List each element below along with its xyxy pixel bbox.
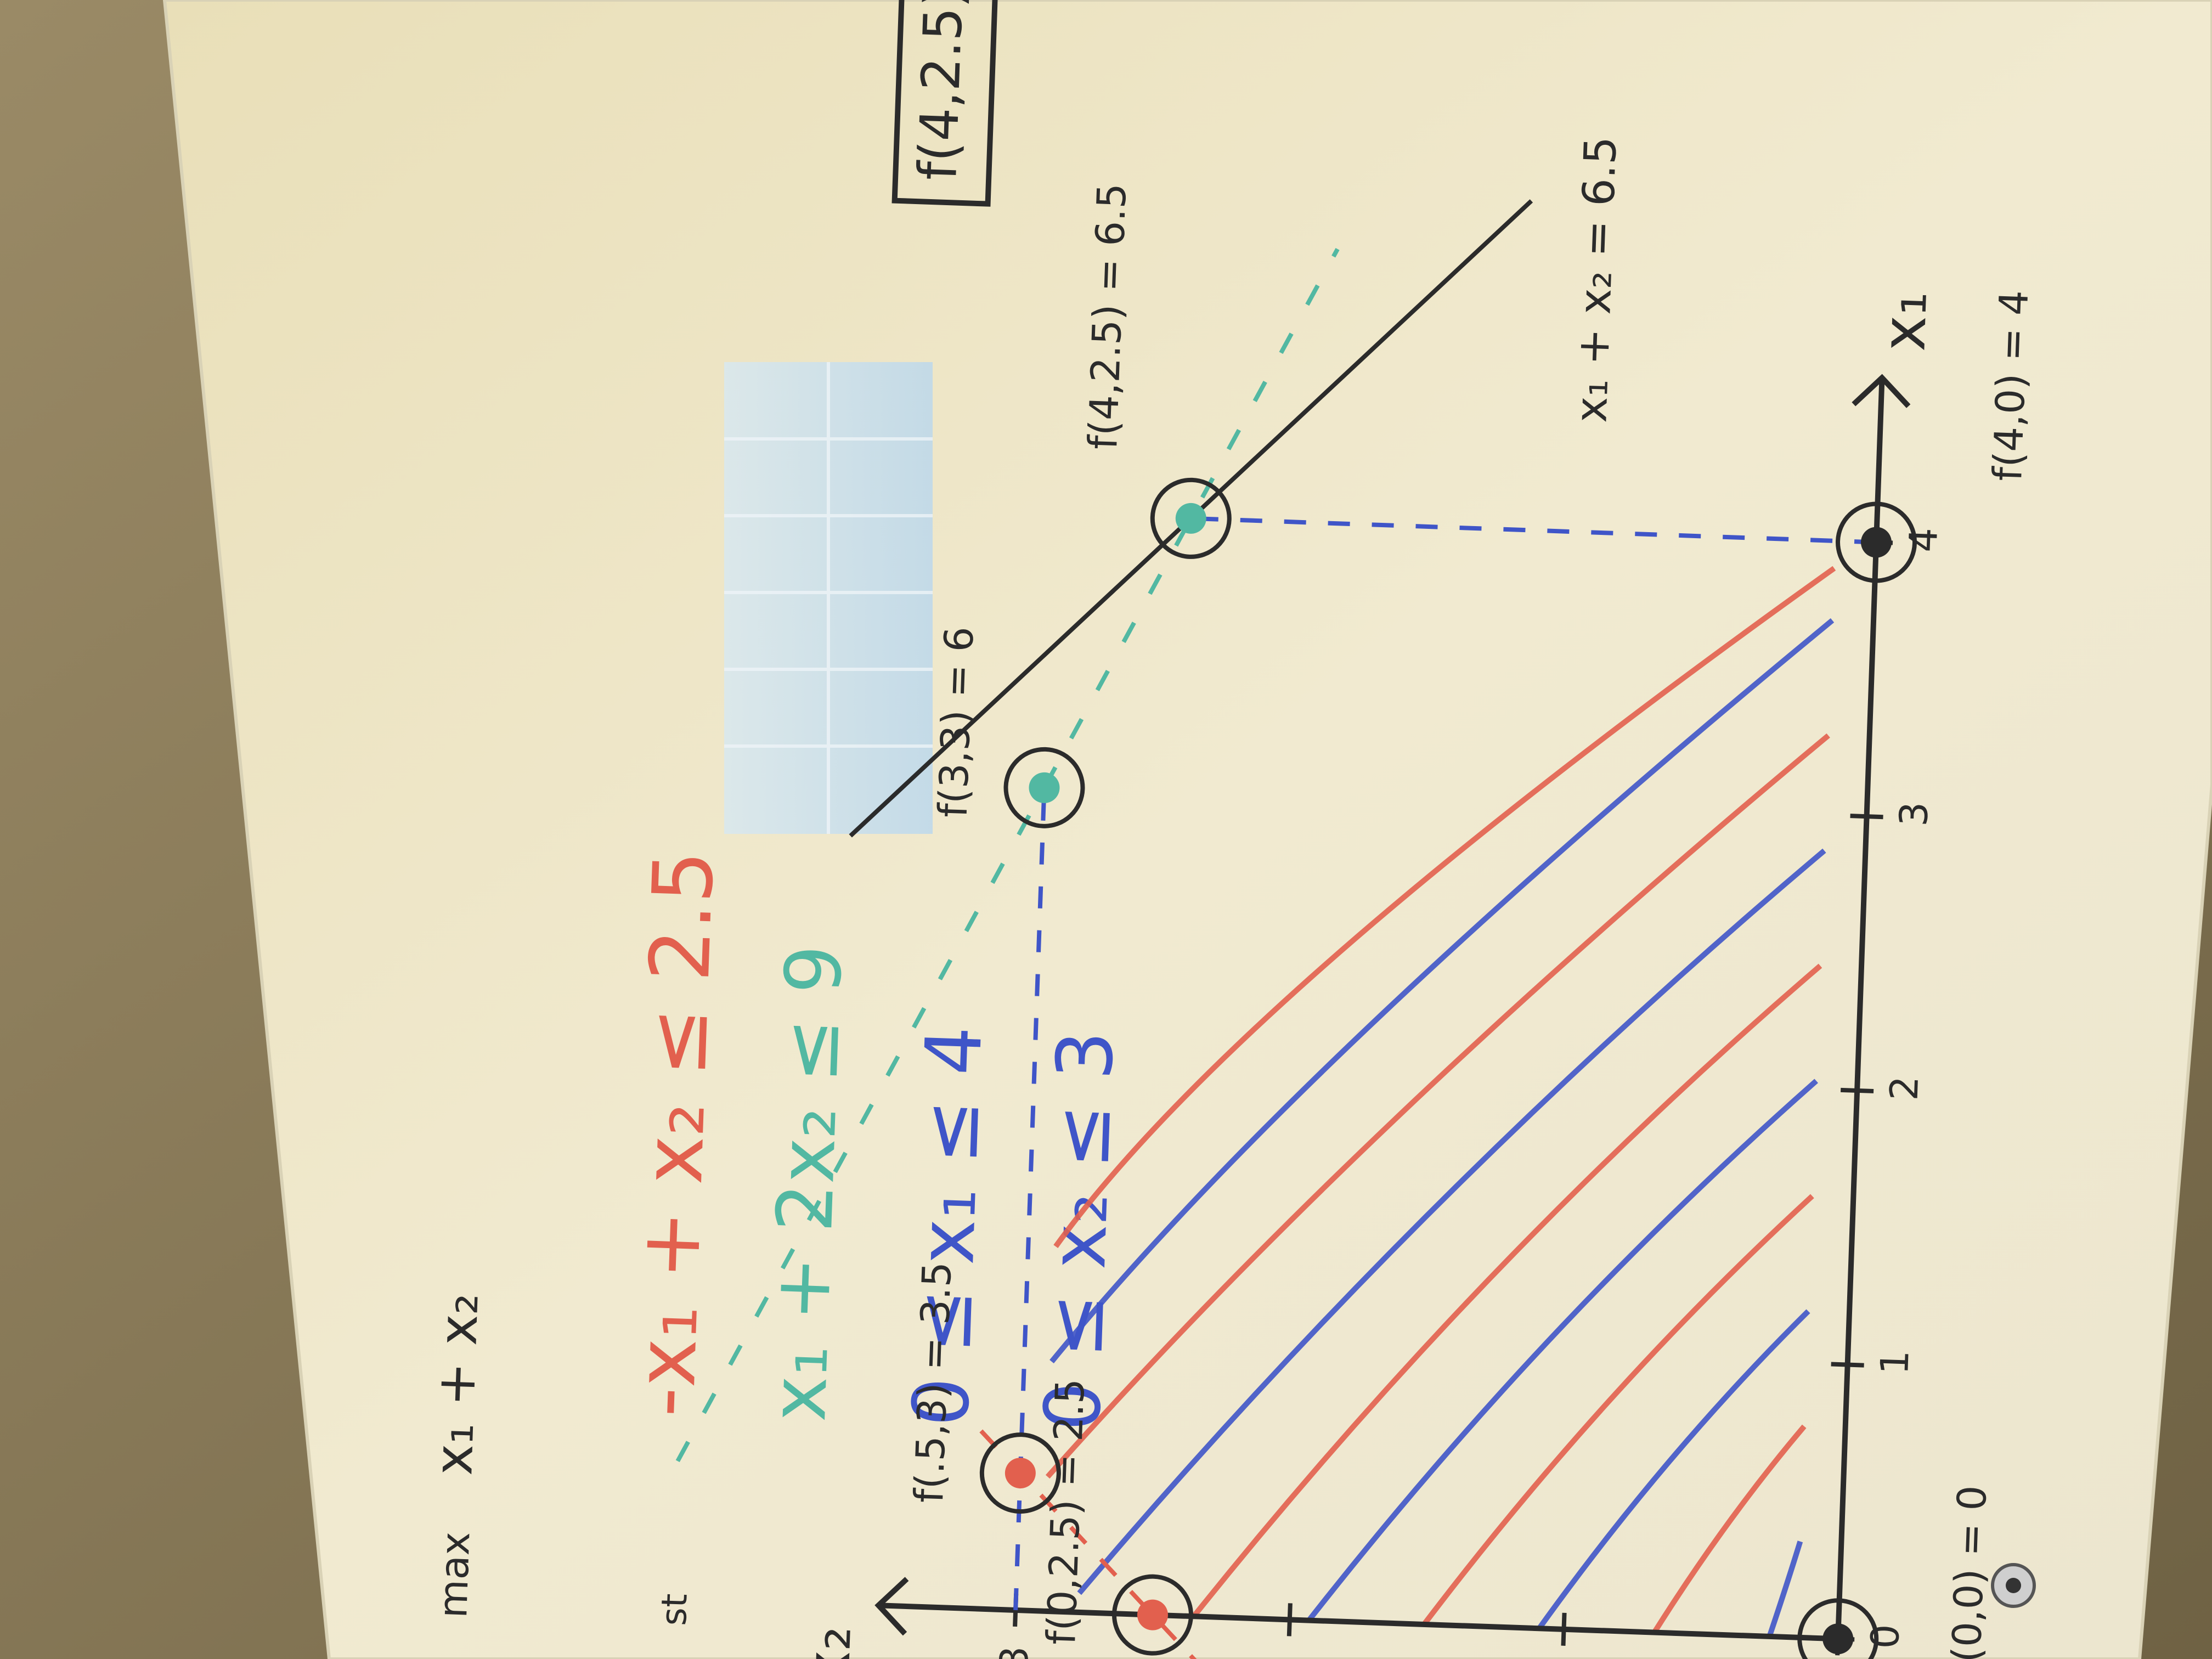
x-tick-label: 0 bbox=[1863, 1623, 1909, 1649]
point-ring bbox=[1111, 1574, 1193, 1656]
x-tick bbox=[1831, 1362, 1864, 1368]
x-tick-label: 1 bbox=[1872, 1350, 1918, 1375]
hatch-line bbox=[1767, 1541, 1803, 1638]
optimum-label: f(4,2.5) = 6.5 bbox=[907, 0, 981, 181]
x-tick bbox=[1841, 1087, 1874, 1093]
hatch-line bbox=[1077, 848, 1826, 1595]
point-label: f(4,2.5) = 6.5 bbox=[1080, 183, 1135, 450]
y-tick-label: 2 bbox=[1266, 1655, 1312, 1659]
point-dot bbox=[1029, 772, 1060, 803]
y-tick bbox=[1286, 1603, 1293, 1637]
constraint-1-line bbox=[966, 1414, 1207, 1659]
hatch-line bbox=[1652, 1424, 1807, 1634]
point-dot bbox=[1175, 503, 1206, 534]
x-tick-label: 4 bbox=[1900, 527, 1946, 553]
hatch-line bbox=[1537, 1309, 1810, 1630]
constraint-2-line bbox=[675, 247, 1340, 1463]
point-dot bbox=[1822, 1623, 1854, 1655]
point-dot bbox=[1005, 1458, 1036, 1489]
y-axis-arrow-icon bbox=[874, 1577, 909, 1636]
point-ring bbox=[1150, 477, 1232, 559]
window-reflection bbox=[724, 362, 933, 834]
whiteboard bbox=[162, 0, 2212, 1659]
point-ring bbox=[979, 1432, 1061, 1514]
board-writing: max x₁ + x₂ st -x₁ + x₂ ≤ 2.5 x₁ + 2x₂ ≤… bbox=[422, 0, 2037, 1659]
point-ring bbox=[1836, 501, 1917, 583]
point-ring bbox=[1797, 1598, 1879, 1659]
x-tick-label: 2 bbox=[1882, 1075, 1928, 1101]
hatch-line bbox=[1421, 1194, 1814, 1626]
constraint-2: x₁ + 2x₂ ≤ 9 bbox=[754, 944, 860, 1423]
constraint-4: 0 ≤ x₂ ≤ 3 bbox=[1028, 1029, 1131, 1432]
point-dot bbox=[1861, 527, 1892, 558]
objective-sense: max bbox=[430, 1531, 478, 1619]
hatch-line bbox=[1053, 566, 1836, 1249]
constraint-3: 0 ≤ x₁ ≤ 4 bbox=[896, 1025, 1000, 1428]
x-axis bbox=[1835, 377, 1885, 1639]
optimum-box bbox=[891, 0, 1007, 207]
point-label: f(4,0) = 4 bbox=[1984, 290, 2037, 482]
point-ring bbox=[1003, 747, 1085, 828]
y-axis-label: x₂ bbox=[792, 1625, 865, 1659]
constraint-1: -x₁ + x₂ ≤ 2.5 bbox=[617, 849, 732, 1418]
x-axis-label: x₁ bbox=[1868, 290, 1940, 353]
y-tick bbox=[1561, 1612, 1567, 1646]
bound-x1-4 bbox=[1190, 516, 1877, 545]
y-tick-label: 3 bbox=[991, 1645, 1037, 1659]
point-label: f(0,2.5) = 2.5 bbox=[1038, 1378, 1093, 1645]
objective-expression: x₁ + x₂ bbox=[422, 1292, 490, 1476]
mounting-screw-icon bbox=[1991, 1563, 2036, 1608]
hatch-line bbox=[1049, 618, 1835, 1364]
subject-to-label: st bbox=[654, 1593, 696, 1627]
hatch-line bbox=[1192, 963, 1822, 1618]
x-tick bbox=[1850, 814, 1883, 820]
hatch-line bbox=[1045, 733, 1830, 1479]
point-label: f(.5,3) = 3.5 bbox=[906, 1261, 960, 1504]
point-label: f(3,3) = 6 bbox=[930, 626, 983, 819]
point-label: f(0,0) = 0 bbox=[1943, 1485, 1995, 1659]
x-axis-arrow-icon bbox=[1852, 374, 1911, 408]
y-axis bbox=[878, 1602, 1838, 1642]
feasible-region-plot: x₁x₂012340123x₁ + x₂ = 6.5f(0,0) = 0f(0,… bbox=[675, 0, 2037, 1659]
objective-line-label: x₁ + x₂ = 6.5 bbox=[1565, 136, 1626, 424]
point-dot bbox=[1137, 1599, 1168, 1630]
hatch-line bbox=[1306, 1079, 1818, 1622]
x-tick-label: 3 bbox=[1891, 801, 1937, 827]
